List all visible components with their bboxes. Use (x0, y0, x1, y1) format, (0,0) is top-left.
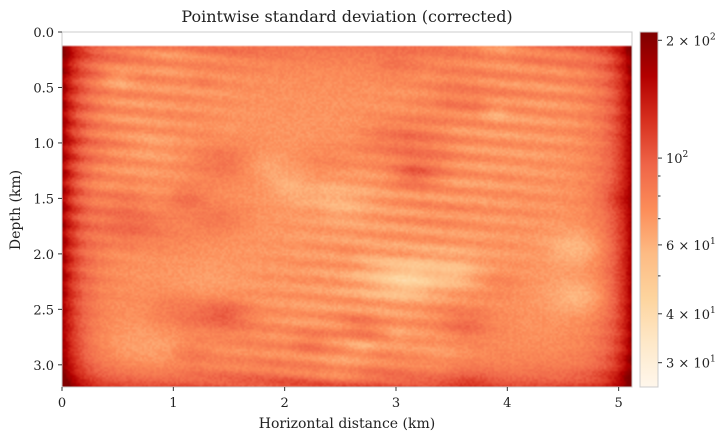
y-tick-label: 2.5 (33, 303, 54, 318)
y-tick-label: 0.0 (33, 26, 54, 41)
x-axis-label: Horizontal distance (km) (259, 416, 435, 432)
y-tick-label: 2.0 (33, 248, 54, 263)
colorbar-ramp (639, 31, 659, 388)
colorbar-tick-label: 3 × 101 (666, 355, 716, 372)
plot-frame (61, 31, 633, 388)
y-tick-label: 0.5 (33, 81, 54, 96)
x-tick-label: 5 (615, 396, 623, 411)
x-tick-label: 0 (58, 396, 66, 411)
x-tick-label: 1 (169, 396, 177, 411)
x-tick-label: 4 (503, 396, 511, 411)
colorbar-tick-label: 6 × 101 (666, 237, 716, 254)
colorbar-tick-label: 4 × 101 (666, 306, 716, 323)
y-tick-label: 3.0 (33, 359, 54, 374)
colorbar-tick-label: 102 (666, 150, 688, 167)
colorbar-tick-label: 2 × 102 (666, 32, 716, 49)
y-tick-label: 1.0 (33, 137, 54, 152)
y-axis: 0.0 0.5 1.0 1.5 2.0 2.5 3.0 (33, 26, 62, 374)
heatmap-image (62, 32, 632, 387)
colorbar: 2 × 102 102 6 × 101 4 × 101 3 × 101 (639, 31, 716, 388)
chart-title: Pointwise standard deviation (corrected) (181, 7, 512, 26)
colorbar-ticks: 2 × 102 102 6 × 101 4 × 101 3 × 101 (658, 32, 716, 372)
x-axis: 0 1 2 3 4 5 (58, 387, 623, 411)
x-tick-label: 2 (281, 396, 289, 411)
x-tick-label: 3 (392, 396, 400, 411)
heatmap-field (62, 32, 632, 387)
y-axis-label: Depth (km) (8, 170, 24, 250)
y-tick-label: 1.5 (33, 192, 54, 207)
